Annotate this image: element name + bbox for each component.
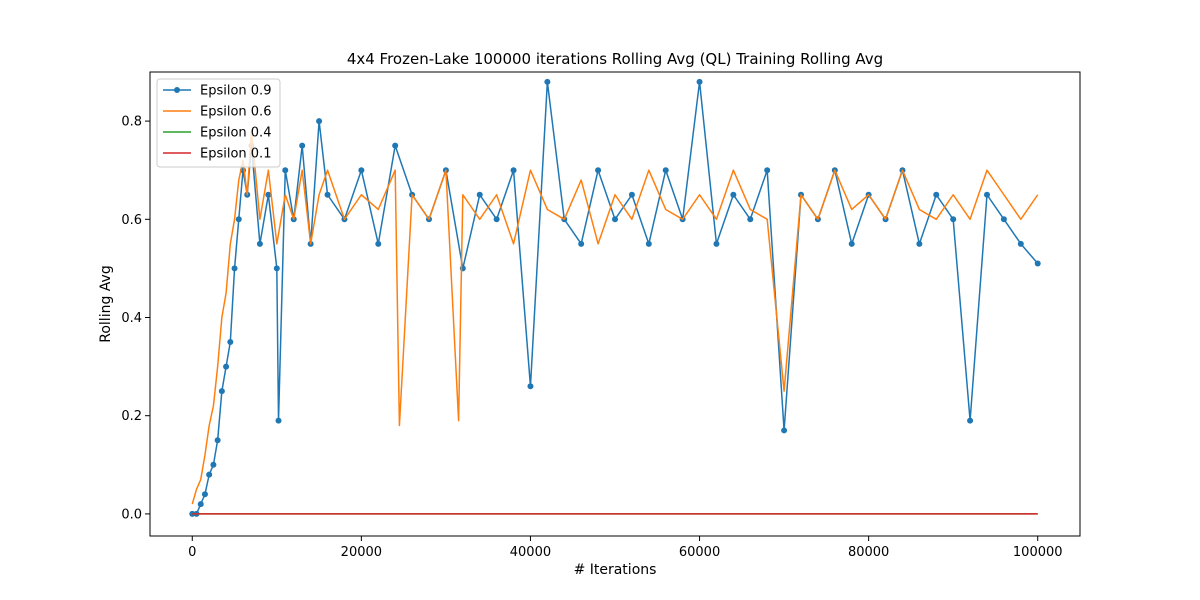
legend-label-epsilon-0-1: Epsilon 0.1 bbox=[200, 147, 271, 162]
series-point-epsilon-0-9 bbox=[612, 216, 618, 223]
series-point-epsilon-0-9 bbox=[967, 417, 974, 424]
series-point-epsilon-0-9 bbox=[210, 461, 217, 468]
series-point-epsilon-0-9 bbox=[848, 240, 855, 247]
plot-frame bbox=[149, 71, 1081, 537]
series-point-epsilon-0-9 bbox=[206, 471, 213, 478]
series-point-epsilon-0-9 bbox=[1017, 240, 1024, 247]
y-tick-label: 0.4 bbox=[121, 311, 142, 326]
series-point-epsilon-0-9 bbox=[1034, 260, 1041, 267]
x-tick-label: 100000 bbox=[1013, 545, 1063, 560]
y-tick-label: 0.0 bbox=[121, 507, 142, 522]
series-point-epsilon-0-9 bbox=[256, 240, 263, 247]
series-point-epsilon-0-9 bbox=[235, 216, 242, 223]
series-point-epsilon-0-9 bbox=[201, 491, 208, 498]
series-point-epsilon-0-9 bbox=[527, 383, 534, 390]
series-layer bbox=[189, 78, 1041, 517]
series-point-epsilon-0-9 bbox=[950, 216, 957, 223]
series-point-epsilon-0-9 bbox=[578, 240, 585, 247]
series-point-epsilon-0-9 bbox=[324, 191, 331, 198]
series-point-epsilon-0-9 bbox=[595, 167, 602, 174]
series-point-epsilon-0-9 bbox=[730, 191, 737, 198]
series-point-epsilon-0-9 bbox=[265, 191, 272, 198]
series-point-epsilon-0-9 bbox=[231, 265, 238, 272]
series-point-epsilon-0-9 bbox=[1000, 216, 1007, 223]
legend-box bbox=[156, 78, 281, 168]
series-point-epsilon-0-9 bbox=[713, 240, 720, 247]
series-point-epsilon-0-9 bbox=[544, 78, 551, 85]
series-point-epsilon-0-9 bbox=[933, 191, 940, 198]
series-point-epsilon-0-9 bbox=[510, 167, 517, 174]
series-point-epsilon-0-9 bbox=[984, 191, 990, 198]
series-point-epsilon-0-9 bbox=[392, 142, 399, 149]
series-point-epsilon-0-9 bbox=[375, 240, 382, 247]
x-tick-label: 60000 bbox=[679, 545, 720, 560]
legend-label-epsilon-0-6: Epsilon 0.6 bbox=[200, 105, 271, 120]
x-tick-label: 40000 bbox=[510, 545, 551, 560]
series-point-epsilon-0-9 bbox=[223, 363, 230, 370]
x-tick-label: 80000 bbox=[848, 545, 889, 560]
y-tick-label: 0.8 bbox=[121, 115, 142, 130]
series-point-epsilon-0-9 bbox=[662, 167, 669, 174]
legend-label-epsilon-0-9: Epsilon 0.9 bbox=[200, 84, 271, 99]
series-point-epsilon-0-9 bbox=[747, 216, 754, 223]
series-point-epsilon-0-9 bbox=[197, 501, 204, 508]
series-point-epsilon-0-9 bbox=[227, 339, 234, 346]
series-point-epsilon-0-9 bbox=[916, 240, 923, 247]
series-point-epsilon-0-9 bbox=[214, 437, 221, 444]
series-point-epsilon-0-9 bbox=[764, 167, 771, 174]
legend-label-epsilon-0-4: Epsilon 0.4 bbox=[200, 126, 271, 141]
series-point-epsilon-0-9 bbox=[645, 240, 652, 247]
series-point-epsilon-0-9 bbox=[696, 78, 703, 85]
series-point-epsilon-0-9 bbox=[628, 191, 635, 198]
x-tick-label: 0 bbox=[188, 545, 196, 560]
series-point-epsilon-0-9 bbox=[275, 417, 282, 424]
series-point-epsilon-0-9 bbox=[781, 427, 788, 434]
x-tick-label: 20000 bbox=[341, 545, 382, 560]
y-tick-label: 0.2 bbox=[121, 409, 142, 424]
series-point-epsilon-0-9 bbox=[358, 167, 365, 174]
series-point-epsilon-0-9 bbox=[218, 388, 225, 395]
series-point-epsilon-0-9 bbox=[282, 167, 289, 174]
series-point-epsilon-0-9 bbox=[273, 265, 280, 272]
series-point-epsilon-0-9 bbox=[476, 191, 483, 198]
x-axis: 0 20000 40000 60000 80000 100000 bbox=[188, 536, 1063, 560]
chart-title: 4x4 Frozen-Lake 100000 iterations Rollin… bbox=[347, 50, 883, 68]
series-point-epsilon-0-9 bbox=[316, 118, 323, 125]
y-tick-label: 0.6 bbox=[121, 213, 142, 228]
series-point-epsilon-0-9 bbox=[493, 216, 500, 223]
legend-marker-epsilon-0-9 bbox=[174, 87, 180, 93]
series-line-epsilon-0-6 bbox=[191, 130, 1039, 505]
y-axis-label: Rolling Avg bbox=[98, 265, 114, 342]
legend: Epsilon 0.9 Epsilon 0.6 Epsilon 0.4 Epsilon… bbox=[156, 78, 281, 168]
x-axis-label: # Iterations bbox=[574, 562, 657, 578]
series-point-epsilon-0-9 bbox=[299, 142, 306, 149]
y-axis: 0.0 0.2 0.4 0.6 0.8 bbox=[121, 115, 150, 522]
